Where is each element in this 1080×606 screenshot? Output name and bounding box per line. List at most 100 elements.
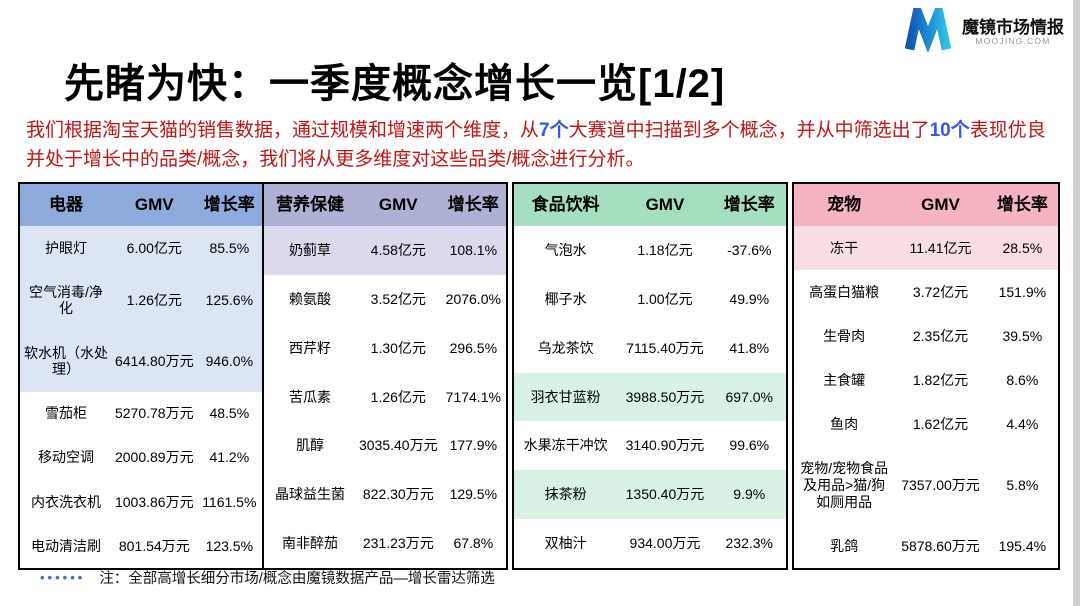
gmv-cell: 5270.78万元 (114, 405, 194, 422)
gmv-cell: 1003.86万元 (114, 493, 194, 510)
growth-rate-cell: 129.5% (449, 486, 498, 503)
concept-name-cell: 乌龙茶饮 (537, 339, 594, 356)
column-header-growth-rate: 增长率 (203, 194, 255, 214)
concept-name-cell: 电动清洁刷 (30, 537, 101, 554)
gmv-cell: 2.35亿元 (912, 327, 969, 344)
gmv-cell: 1.00亿元 (637, 290, 693, 307)
column-header-category: 电器 (48, 194, 83, 214)
concept-name-cell: 软水机（水处理） (23, 344, 108, 378)
gmv-cell: 6414.80万元 (114, 352, 194, 369)
table-row: 抹茶粉 1350.40万元 9.9% (514, 470, 786, 520)
growth-rate-cell: 5.8% (1006, 476, 1039, 493)
gmv-cell: 1.62亿元 (912, 415, 969, 432)
table-row: 高蛋白猫粮 3.72亿元 151.9% (794, 270, 1058, 314)
concept-name-cell: 雪茄柜 (44, 405, 87, 422)
growth-rate-cell: -37.6% (727, 242, 772, 259)
growth-rate-cell: 195.4% (998, 537, 1047, 554)
table-row: 奶蓟草 4.58亿元 108.1% (264, 226, 506, 275)
column-header-category: 营养保健 (275, 194, 344, 214)
gmv-cell: 3.52亿元 (370, 290, 426, 307)
table-row: 西芹籽 1.30亿元 296.5% (264, 324, 506, 373)
table-header-row: 宠物 GMV 增长率 (794, 184, 1058, 226)
intro-text-1: 我们根据淘宝天猫的销售数据，通过规模和增速两个维度，从 (26, 120, 540, 141)
footnote-text: 注：全部高增长细分市场/概念由魔镜数据产品—增长雷达筛选 (99, 571, 495, 587)
growth-rate-cell: 177.9% (449, 437, 498, 454)
table-row: 生骨肉 2.35亿元 39.5% (794, 314, 1058, 358)
table-row: 气泡水 1.18亿元 -37.6% (514, 226, 786, 275)
table-row: 雪茄柜 5270.78万元 48.5% (20, 392, 262, 436)
table-header-row: 电器 GMV 增长率 (20, 184, 262, 226)
column-header-category: 宠物 (827, 194, 862, 214)
table-row: 南非醉茄 231.23万元 67.8% (264, 519, 506, 568)
growth-rate-cell: 296.5% (449, 339, 498, 356)
scrollbar-track[interactable] (1073, 0, 1080, 606)
table-row: 空气消毒/净化 1.26亿元 125.6% (20, 270, 262, 331)
growth-rate-cell: 125.6% (205, 292, 254, 309)
growth-rate-cell: 39.5% (1002, 327, 1043, 344)
concept-name-cell: 水果冻干冲饮 (523, 437, 608, 454)
table-row: 移动空调 2000.89万元 41.2% (20, 436, 262, 480)
concept-name-cell: 双柚汁 (544, 535, 587, 552)
concept-name-cell: 肌醇 (295, 437, 324, 454)
growth-rate-cell: 41.8% (729, 339, 770, 356)
column-header-gmv: GMV (645, 194, 685, 214)
growth-rate-cell: 151.9% (998, 283, 1047, 300)
table-row: 鱼肉 1.62亿元 4.4% (794, 402, 1058, 446)
moojing-m-icon (902, 0, 954, 57)
table-row: 乌龙茶饮 7115.40万元 41.8% (514, 324, 786, 373)
table-row: 水果冻干冲饮 3140.90万元 99.6% (514, 421, 786, 470)
table-row: 肌醇 3035.40万元 177.9% (264, 421, 506, 470)
table-row: 晶球益生菌 822.30万元 129.5% (264, 470, 506, 519)
logo-domain: MOOJING.COM (975, 36, 1051, 47)
concept-name-cell: 护眼灯 (44, 239, 87, 256)
gmv-cell: 1.26亿元 (370, 388, 426, 405)
category-table-food-beverage: 食品饮料 GMV 增长率 气泡水 1.18亿元 -37.6% 椰子水 1.00亿元 49.9% 乌… (512, 182, 788, 570)
column-header-growth-rate: 增长率 (723, 194, 775, 214)
table-row: 护眼灯 6.00亿元 85.5% (20, 226, 262, 271)
intro-highlight-7: 7个 (539, 120, 569, 141)
growth-rate-cell: 232.3% (725, 535, 773, 552)
column-header-category: 食品饮料 (531, 194, 600, 214)
table-row: 羽衣甘蓝粉 3988.50万元 697.0% (514, 372, 786, 422)
table-row: 乳鸽 5878.60万元 195.4% (794, 524, 1058, 568)
concept-name-cell: 宠物/宠物食品及用品>猫/狗如厕用品 (800, 459, 889, 510)
category-tables: 电器 GMV 增长率 护眼灯 6.00亿元 85.5% 空气消毒/净化 1.26亿元 125.6… (18, 182, 1060, 570)
gmv-cell: 1.18亿元 (637, 242, 693, 259)
gmv-cell: 1.30亿元 (370, 339, 426, 356)
concept-name-cell: 赖氨酸 (288, 290, 331, 307)
concept-name-cell: 高蛋白猫粮 (809, 283, 880, 300)
intro-highlight-10: 10个 (929, 120, 970, 141)
footnote: •••••• 注：全部高增长细分市场/概念由魔镜数据产品—增长雷达筛选 (40, 567, 495, 588)
gmv-cell: 11.41亿元 (909, 239, 972, 256)
table-row: 宠物/宠物食品及用品>猫/狗如厕用品 7357.00万元 5.8% (794, 446, 1058, 524)
table-row: 苦瓜素 1.26亿元 7174.1% (264, 373, 506, 422)
table-row: 电动清洁刷 801.54万元 123.5% (20, 524, 262, 568)
concept-name-cell: 椰子水 (544, 290, 587, 307)
concept-name-cell: 奶蓟草 (288, 242, 331, 259)
category-table-pets: 宠物 GMV 增长率 冻干 11.41亿元 28.5% 高蛋白猫粮 3.72亿元 151.9% 生… (792, 182, 1060, 570)
table-row: 内衣洗衣机 1003.86万元 1161.5% (20, 480, 262, 524)
gmv-cell: 1.26亿元 (126, 292, 182, 309)
concept-name-cell: 西芹籽 (288, 339, 331, 356)
footnote-dots-icon: •••••• (40, 570, 86, 585)
concept-name-cell: 鱼肉 (830, 415, 859, 432)
intro-text-2: 大赛道中扫描到多个概念，并从中筛选出了 (568, 120, 930, 141)
concept-name-cell: 主食罐 (823, 371, 866, 388)
table-row: 冻干 11.41亿元 28.5% (794, 226, 1058, 271)
concept-name-cell: 晶球益生菌 (274, 486, 345, 503)
growth-rate-cell: 85.5% (209, 239, 250, 256)
table-row: 赖氨酸 3.52亿元 2076.0% (264, 275, 506, 324)
growth-rate-cell: 1161.5% (202, 493, 257, 510)
table-header-row: 食品饮料 GMV 增长率 (514, 184, 786, 226)
growth-rate-cell: 2076.0% (445, 290, 501, 307)
growth-rate-cell: 946.0% (205, 352, 254, 369)
concept-name-cell: 抹茶粉 (544, 486, 587, 503)
column-header-gmv: GMV (921, 194, 960, 214)
column-header-growth-rate: 增长率 (447, 194, 499, 214)
gmv-cell: 7357.00万元 (901, 476, 980, 493)
concept-name-cell: 内衣洗衣机 (30, 493, 101, 510)
concept-name-cell: 羽衣甘蓝粉 (530, 388, 601, 405)
gmv-cell: 801.54万元 (118, 537, 190, 554)
growth-rate-cell: 48.5% (209, 405, 250, 422)
logo-text: 魔镜市场情报 MOOJING.COM (962, 18, 1064, 47)
